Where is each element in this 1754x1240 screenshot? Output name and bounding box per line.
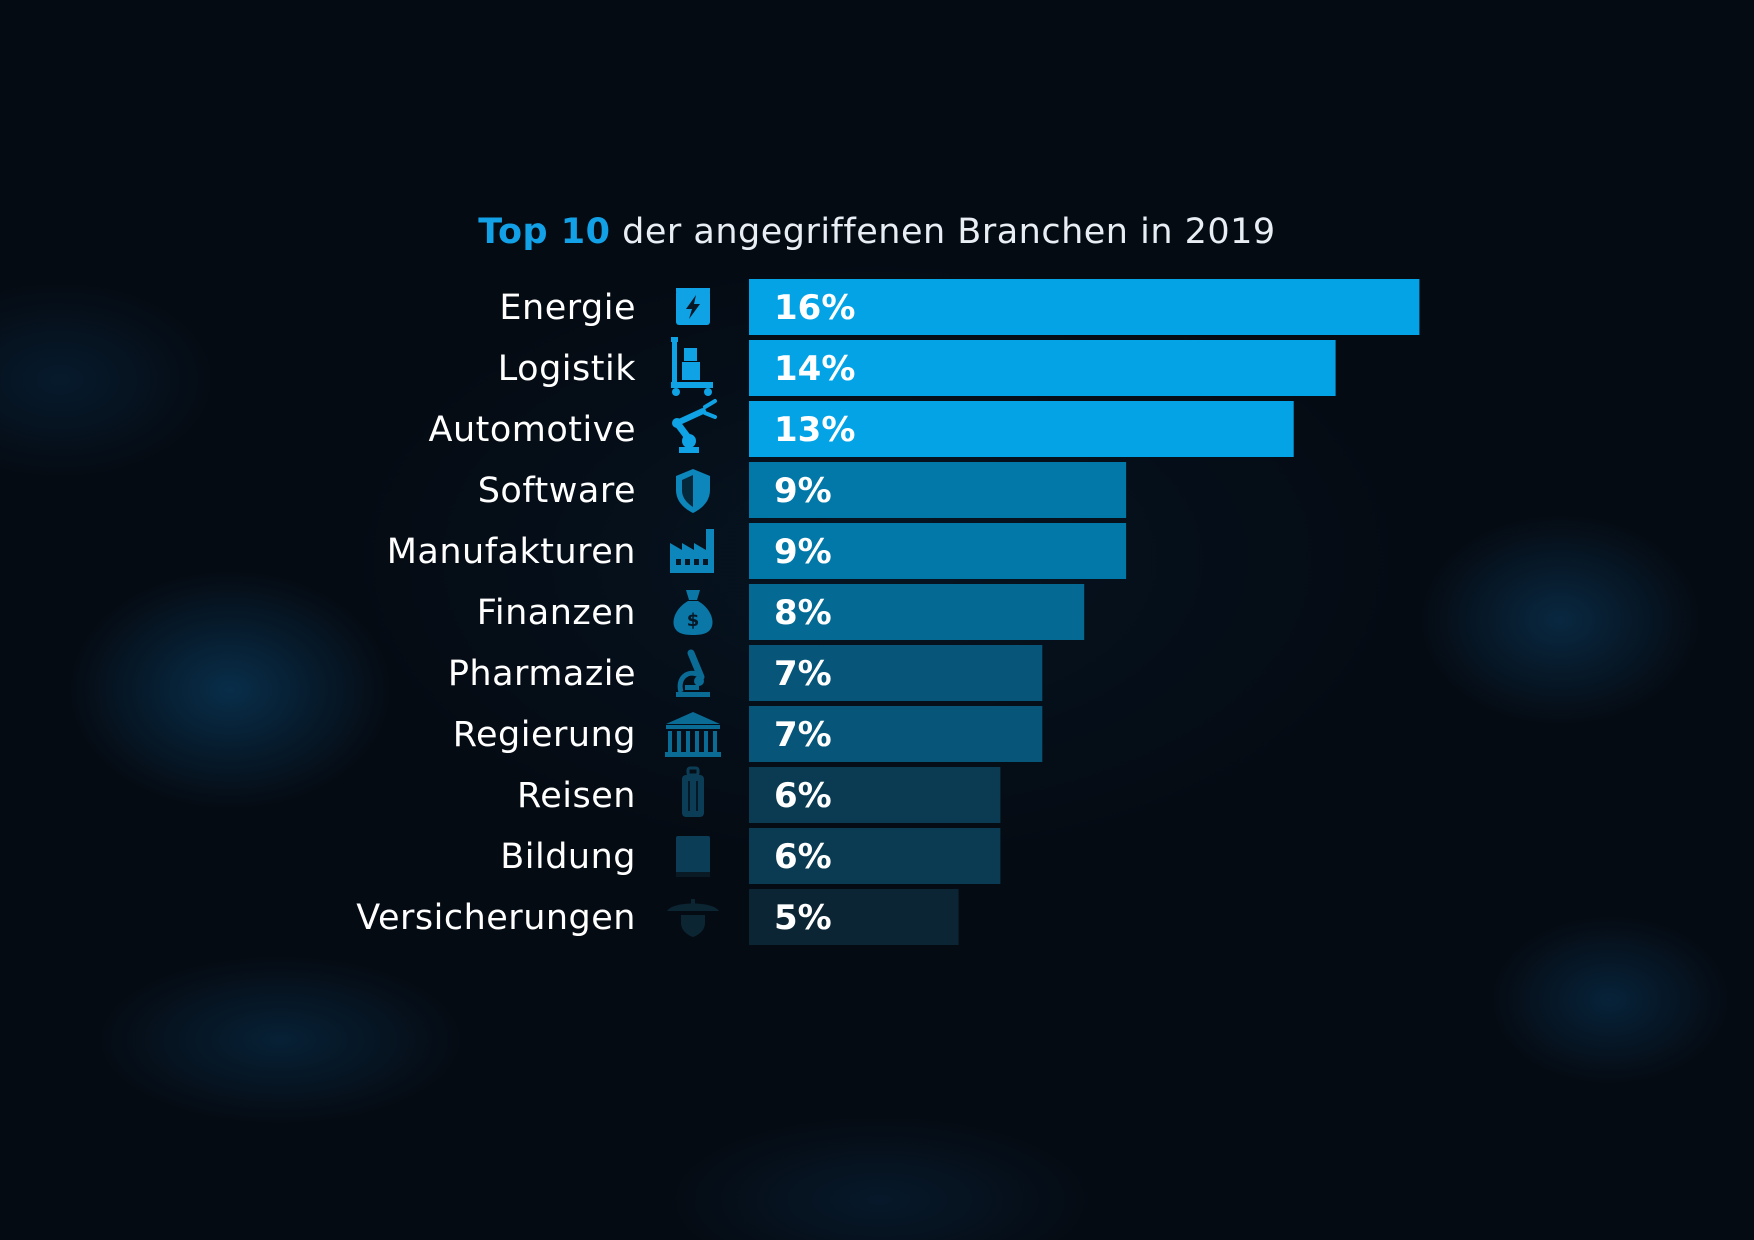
value-label: 14% (774, 349, 855, 389)
robot-arm-icon (672, 399, 717, 453)
bar-row: Automotive 13% (429, 399, 1294, 457)
value-label: 13% (774, 410, 855, 450)
chart-title: Top 10 der angegriffenen Branchen in 201… (0, 212, 1754, 252)
bar (749, 889, 959, 945)
bar (749, 279, 1420, 335)
value-label: 16% (774, 288, 855, 328)
value-label: 5% (774, 898, 832, 938)
bar-row: Finanzen $8% (477, 584, 1085, 640)
value-label: 7% (774, 654, 832, 694)
category-label: Regierung (453, 715, 636, 755)
category-label: Logistik (498, 349, 636, 389)
suitcase-icon (682, 766, 704, 817)
value-label: 7% (774, 715, 832, 755)
bar (749, 584, 1085, 640)
energy-icon (676, 288, 710, 325)
bar-row: Logistik 14% (498, 337, 1336, 396)
bar (749, 828, 1001, 884)
value-label: 9% (774, 471, 832, 511)
bar-row: Versicherungen 5% (356, 889, 959, 945)
category-label: Automotive (429, 410, 636, 450)
government-building-icon (665, 712, 721, 757)
bar (749, 767, 1001, 823)
money-bag-icon: $ (673, 590, 713, 635)
bar (749, 401, 1294, 457)
category-label: Bildung (500, 837, 636, 877)
factory-icon (670, 529, 714, 573)
bar (749, 340, 1336, 396)
category-label: Software (478, 471, 636, 511)
category-label: Reisen (517, 776, 636, 816)
bar-row: Bildung 6% (500, 828, 1001, 884)
bar-row: Energie 16% (499, 279, 1420, 335)
bar-row: Manufakturen 9% (387, 523, 1127, 579)
category-label: Finanzen (477, 593, 636, 633)
shield-icon (676, 469, 710, 513)
bar (749, 462, 1127, 518)
book-icon (676, 836, 710, 877)
title-text: der angegriffenen Branchen in 2019 (622, 212, 1276, 252)
category-label: Pharmazie (448, 654, 636, 694)
bar (749, 706, 1043, 762)
title-highlight: Top 10 (478, 212, 611, 252)
insurance-icon (667, 899, 719, 937)
svg-text:$: $ (687, 610, 700, 631)
forklift-icon (671, 337, 713, 396)
value-label: 6% (774, 776, 832, 816)
value-label: 6% (774, 837, 832, 877)
bar-row: Regierung 7% (453, 706, 1043, 762)
bar-row: Software 9% (478, 462, 1127, 518)
microscope-icon (676, 649, 710, 697)
bar-row: Reisen 6% (517, 766, 1001, 823)
bar (749, 645, 1043, 701)
value-label: 8% (774, 593, 832, 633)
category-label: Energie (499, 288, 636, 328)
category-label: Manufakturen (387, 532, 636, 572)
bar (749, 523, 1127, 579)
value-label: 9% (774, 532, 832, 572)
category-label: Versicherungen (356, 898, 636, 938)
bar-row: Pharmazie 7% (448, 645, 1043, 701)
